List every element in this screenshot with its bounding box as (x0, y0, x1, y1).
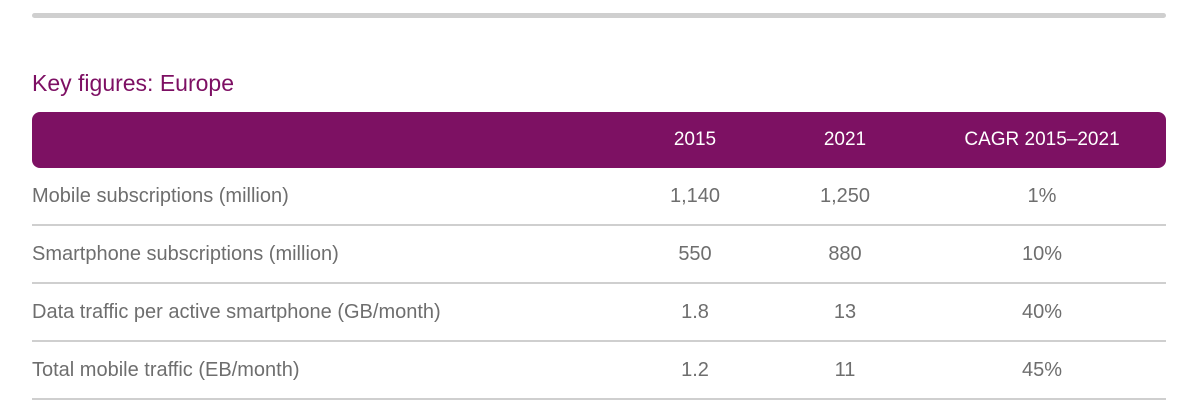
row-label: Data traffic per active smartphone (GB/m… (32, 301, 441, 323)
top-divider (32, 13, 1166, 18)
table-row: Data traffic per active smartphone (GB/m… (32, 284, 1166, 342)
cell-2021: 1,250 (819, 185, 871, 207)
row-label: Smartphone subscriptions (million) (32, 243, 339, 265)
table-row: Total mobile traffic (EB/month) 1.2 11 4… (32, 342, 1166, 400)
cell-2015: 550 (678, 243, 712, 265)
cell-cagr: 40% (1021, 301, 1063, 323)
table-row: Mobile subscriptions (million) 1,140 1,2… (32, 168, 1166, 226)
header-2021: 2021 (823, 129, 867, 150)
cell-2015: 1.8 (681, 301, 709, 323)
cell-cagr: 45% (1021, 359, 1063, 381)
cell-cagr: 10% (1021, 243, 1063, 265)
table-row: Smartphone subscriptions (million) 550 8… (32, 226, 1166, 284)
header-cagr: CAGR 2015–2021 (964, 129, 1120, 150)
cell-2021: 13 (833, 301, 857, 323)
table-header: 2015 2021 CAGR 2015–2021 (32, 112, 1166, 168)
cell-2021: 880 (828, 243, 862, 265)
key-figures-table: 2015 2021 CAGR 2015–2021 Mobile subscrip… (32, 112, 1166, 400)
cell-2015: 1.2 (681, 359, 709, 381)
row-label: Total mobile traffic (EB/month) (32, 359, 300, 381)
cell-2015: 1,140 (669, 185, 721, 207)
row-label: Mobile subscriptions (million) (32, 185, 289, 207)
cell-2021: 11 (834, 359, 856, 381)
header-2015: 2015 (673, 129, 717, 150)
table-title: Key figures: Europe (32, 70, 235, 96)
cell-cagr: 1% (1027, 185, 1057, 207)
